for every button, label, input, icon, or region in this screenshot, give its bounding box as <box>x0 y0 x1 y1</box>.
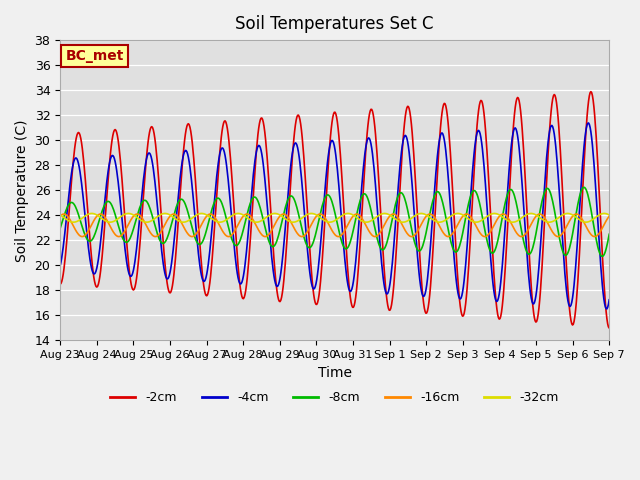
Legend: -2cm, -4cm, -8cm, -16cm, -32cm: -2cm, -4cm, -8cm, -16cm, -32cm <box>106 386 564 409</box>
Text: BC_met: BC_met <box>66 49 124 63</box>
Y-axis label: Soil Temperature (C): Soil Temperature (C) <box>15 119 29 262</box>
X-axis label: Time: Time <box>317 366 351 380</box>
Title: Soil Temperatures Set C: Soil Temperatures Set C <box>236 15 434 33</box>
